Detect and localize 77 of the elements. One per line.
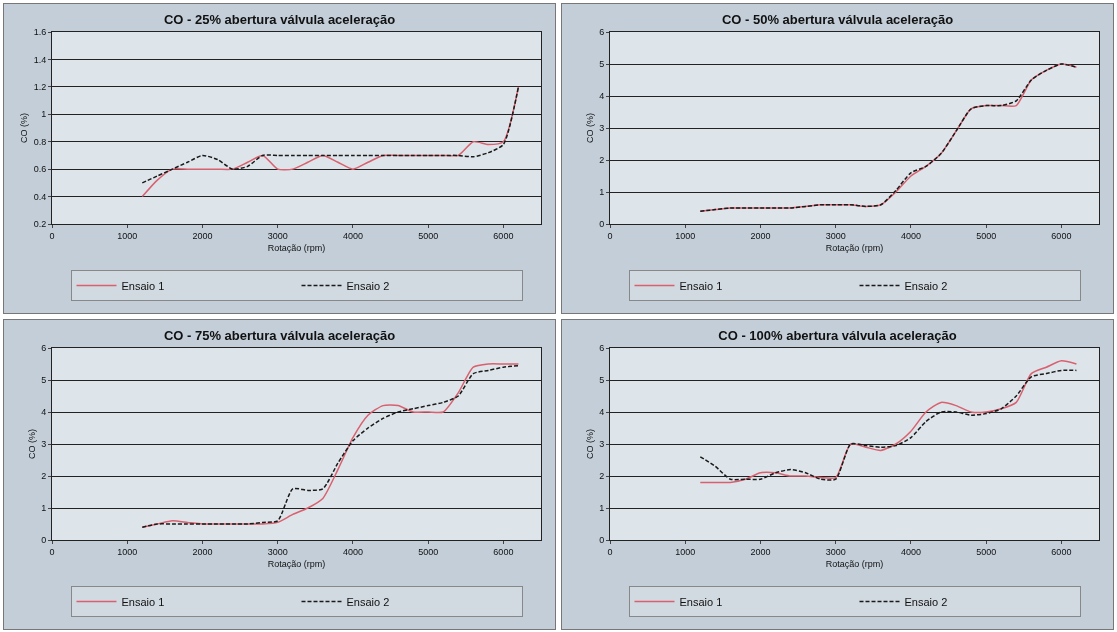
x-tick-label: 6000 [493,230,514,241]
y-tick-label: 1 [41,503,47,514]
x-tick-label: 0 [49,230,55,241]
y-tick-label: 6 [41,343,47,354]
x-tick-label: 3000 [825,546,846,557]
x-axis-title: Rotação (rpm) [825,558,884,569]
x-tick-label: 0 [49,546,55,557]
y-tick-label: 3 [599,439,605,450]
x-axis-title: Rotação (rpm) [267,242,326,253]
legend-label: Ensaio 1 [121,595,165,608]
x-tick-label: 4000 [342,230,363,241]
y-tick-label: 5 [41,375,47,386]
x-tick-label: 6000 [1051,546,1072,557]
y-tick-label: 0 [599,535,605,546]
y-axis-title: CO (%) [584,429,595,459]
x-tick-label: 3000 [267,546,288,557]
y-tick-label: 0 [41,535,47,546]
y-tick-label: 3 [599,123,605,134]
chart-title: CO - 50% abertura válvula aceleração [721,11,954,27]
legend-label: Ensaio 1 [679,595,723,608]
x-tick-label: 5000 [418,546,439,557]
y-tick-label: 2 [599,471,605,482]
legend-label: Ensaio 1 [679,279,723,292]
y-axis-title: CO (%) [26,429,37,459]
x-tick-label: 4000 [900,230,921,241]
y-tick-label: 5 [599,375,605,386]
x-tick-label: 6000 [493,546,514,557]
chart-title: CO - 100% abertura válvula aceleração [718,327,957,343]
x-tick-label: 5000 [976,546,997,557]
x-tick-label: 6000 [1051,230,1072,241]
y-tick-label: 3 [41,439,47,450]
x-tick-label: 1000 [675,546,696,557]
y-tick-label: 6 [599,343,605,354]
x-tick-label: 0 [607,230,613,241]
legend-label: Ensaio 2 [904,595,948,608]
y-tick-label: 5 [599,59,605,70]
x-tick-label: 1000 [117,230,138,241]
legend-label: Ensaio 1 [121,279,165,292]
y-tick-label: 0.6 [33,164,47,175]
chart-title: CO - 75% abertura válvula aceleração [163,327,396,343]
x-tick-label: 1000 [117,546,138,557]
y-tick-label: 1 [41,109,47,120]
y-tick-label: 4 [599,407,605,418]
legend-label: Ensaio 2 [904,279,948,292]
y-tick-label: 6 [599,27,605,38]
x-tick-label: 4000 [900,546,921,557]
x-tick-label: 2000 [750,546,771,557]
y-tick-label: 0 [599,219,605,230]
x-tick-label: 2000 [750,230,771,241]
x-tick-label: 3000 [267,230,288,241]
x-axis-title: Rotação (rpm) [825,242,884,253]
x-tick-label: 2000 [192,230,213,241]
y-tick-label: 0.8 [33,136,47,147]
x-tick-label: 1000 [675,230,696,241]
x-tick-label: 5000 [418,230,439,241]
x-tick-label: 3000 [825,230,846,241]
x-tick-label: 0 [607,546,613,557]
y-tick-label: 4 [41,407,47,418]
y-tick-label: 1.4 [33,54,47,65]
y-tick-label: 1 [599,503,605,514]
y-axis-title: CO (%) [584,113,595,143]
y-tick-label: 1.2 [33,82,47,93]
y-axis-title: CO (%) [19,113,30,143]
y-tick-label: 2 [41,471,47,482]
x-axis-title: Rotação (rpm) [267,558,326,569]
y-tick-label: 2 [599,155,605,166]
x-tick-label: 4000 [342,546,363,557]
legend-label: Ensaio 2 [346,595,390,608]
legend-label: Ensaio 2 [346,279,390,292]
y-tick-label: 1.6 [33,27,47,38]
x-tick-label: 2000 [192,546,213,557]
y-tick-label: 0.4 [33,191,47,202]
y-tick-label: 4 [599,91,605,102]
x-tick-label: 5000 [976,230,997,241]
y-tick-label: 1 [599,187,605,198]
y-tick-label: 0.2 [33,219,47,230]
chart-title: CO - 25% abertura válvula aceleração [163,11,396,27]
